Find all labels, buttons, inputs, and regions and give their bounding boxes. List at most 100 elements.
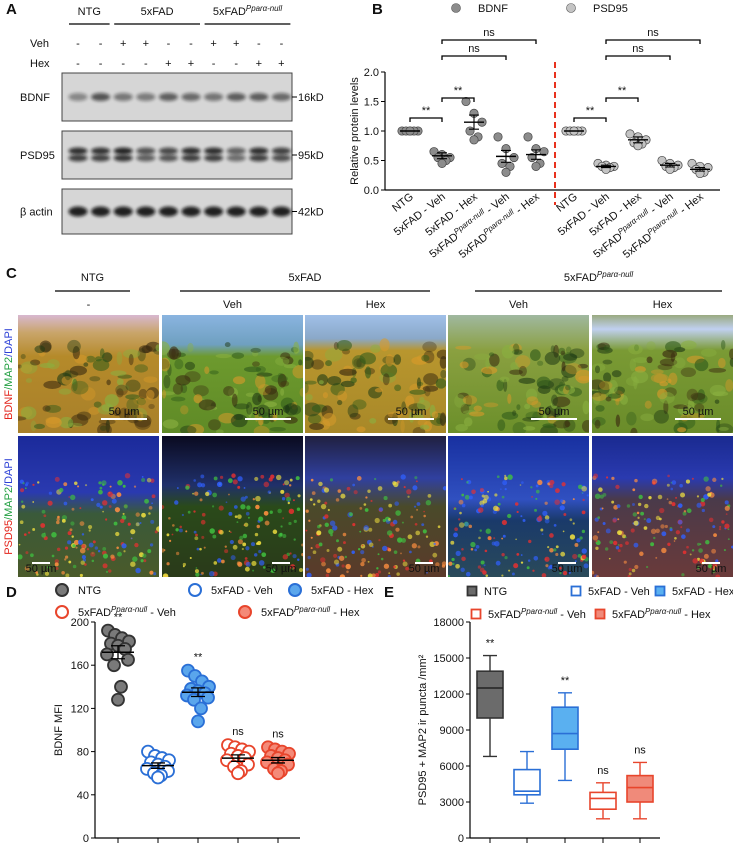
micrograph-texture — [310, 478, 314, 482]
error-bar — [633, 136, 643, 144]
blot-band — [226, 154, 246, 162]
micrograph-texture — [115, 531, 120, 537]
micrograph-texture — [79, 521, 85, 527]
error-bar — [437, 152, 447, 160]
micrograph-texture — [553, 548, 557, 552]
micrograph-texture — [523, 426, 536, 431]
micrograph-texture — [487, 490, 489, 493]
micrograph-texture — [425, 500, 432, 506]
micrograph-texture — [682, 550, 687, 555]
micrograph: 50 µm — [448, 436, 589, 577]
micrograph-texture — [255, 542, 259, 545]
micrograph-texture — [337, 489, 342, 493]
micrograph-texture — [510, 361, 519, 371]
micrograph-texture — [716, 419, 721, 433]
micrograph-texture — [407, 534, 413, 540]
micrograph-texture — [153, 572, 157, 576]
y-tick-label: 2.0 — [364, 67, 379, 79]
micrograph-texture — [23, 533, 27, 536]
micrograph-texture — [67, 531, 72, 536]
micrograph-texture — [247, 516, 250, 519]
treatment-sign: + — [188, 58, 194, 70]
micrograph-texture — [484, 549, 488, 553]
micrograph-texture — [674, 536, 677, 540]
micrograph-texture — [305, 393, 313, 401]
micrograph-texture — [537, 408, 544, 417]
micrograph-texture — [115, 384, 128, 396]
micrograph-texture — [298, 568, 303, 573]
blot-band — [113, 206, 133, 217]
micrograph-texture — [554, 499, 560, 505]
micrograph-texture — [162, 419, 179, 429]
micrograph-texture — [360, 561, 365, 567]
micrograph-texture — [485, 357, 490, 370]
micrograph-texture — [18, 543, 21, 546]
micrograph-texture — [359, 352, 377, 365]
micrograph-texture — [253, 425, 270, 433]
micrograph-texture — [393, 550, 398, 554]
micrograph-texture — [98, 481, 102, 485]
micrograph-texture — [724, 500, 729, 505]
micrograph-texture — [199, 498, 203, 502]
micrograph-texture — [327, 375, 342, 386]
micrograph-texture — [396, 572, 400, 576]
micrograph-texture — [562, 570, 568, 576]
y-tick-label: 200 — [71, 617, 89, 629]
micrograph-texture — [630, 427, 638, 433]
micrograph-texture — [118, 407, 130, 421]
micrograph-texture — [181, 513, 185, 517]
micrograph-texture — [690, 392, 706, 401]
micrograph-texture — [223, 386, 235, 396]
error-bar — [271, 756, 285, 764]
micrograph-texture — [592, 392, 607, 401]
blot-band — [91, 154, 111, 162]
micrograph-texture — [485, 574, 489, 577]
micrograph-texture — [700, 497, 705, 503]
micrograph-texture — [41, 533, 46, 538]
micrograph-texture — [332, 525, 338, 531]
legend-marker — [654, 585, 666, 597]
micrograph-texture — [558, 566, 562, 570]
micrograph-texture — [48, 491, 53, 495]
micrograph-texture — [414, 476, 418, 480]
micrograph-texture — [200, 519, 206, 525]
micrograph-texture — [317, 499, 321, 503]
micrograph-background — [592, 436, 733, 577]
micrograph-texture — [411, 543, 417, 549]
micrograph-texture — [323, 487, 330, 493]
significance-bracket — [441, 55, 507, 60]
blot-band — [158, 154, 178, 162]
micrograph-texture — [609, 540, 614, 544]
micrograph-texture — [74, 481, 78, 486]
micrograph-texture — [69, 528, 73, 532]
micrograph-texture — [516, 510, 519, 514]
micrograph-texture — [504, 474, 507, 477]
micrograph-texture — [412, 485, 418, 491]
micrograph-texture — [123, 550, 126, 553]
micrograph-texture — [263, 481, 270, 488]
micrograph-texture — [247, 405, 253, 418]
label-rest: - Hex — [681, 609, 711, 621]
micrograph-texture — [687, 413, 705, 419]
micrograph-texture — [270, 569, 274, 573]
micrograph-texture — [508, 569, 511, 572]
micrograph-texture — [705, 486, 711, 492]
micrograph-texture — [240, 504, 246, 510]
micrograph-texture — [409, 389, 426, 395]
micrograph-texture — [475, 544, 480, 549]
micrograph-texture — [216, 558, 222, 563]
micrograph-texture — [455, 424, 468, 432]
micrograph-texture — [725, 379, 733, 392]
blot-band — [181, 147, 201, 155]
micrograph-texture — [18, 416, 27, 421]
micrograph-texture — [360, 543, 366, 549]
micrograph-texture — [691, 477, 694, 480]
micrograph-texture — [560, 551, 566, 557]
micrograph-texture — [317, 524, 321, 529]
micrograph-texture — [70, 494, 76, 501]
micrograph-texture — [422, 341, 437, 353]
micrograph-texture — [293, 499, 295, 502]
micrograph-texture — [489, 353, 500, 367]
micrograph-texture — [339, 574, 346, 577]
